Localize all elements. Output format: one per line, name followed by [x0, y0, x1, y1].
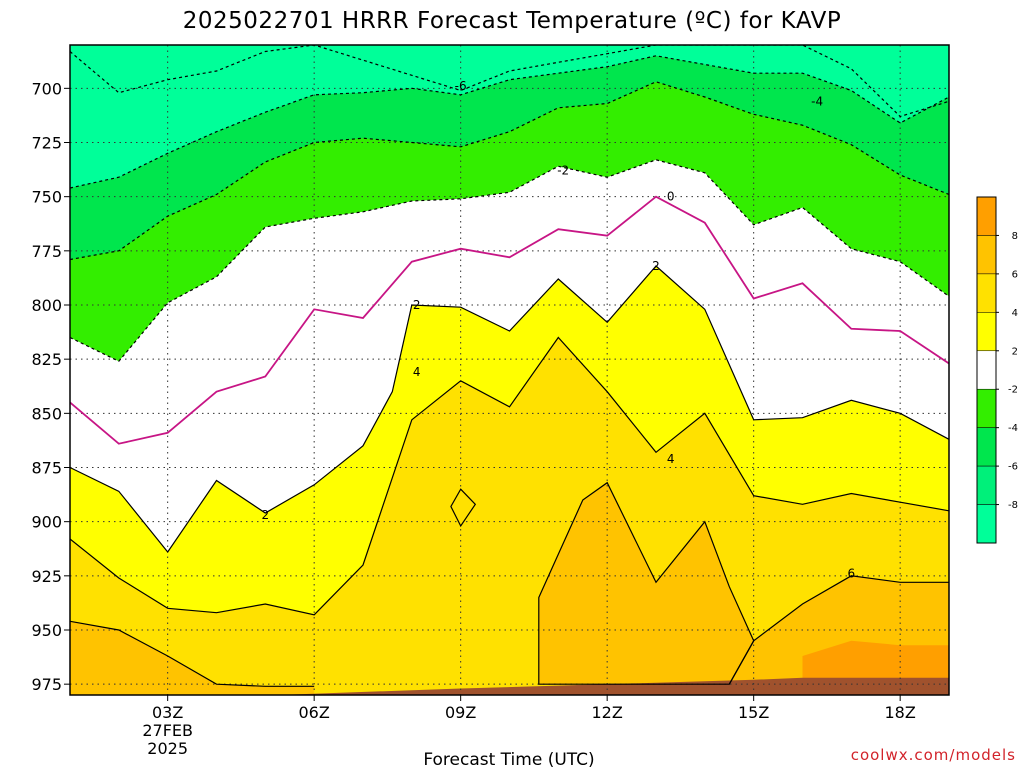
isotherm-line [450, 488, 477, 528]
y-tick-label: 750 [31, 188, 62, 207]
isotherm-line [538, 481, 755, 685]
colorbar-segment [976, 312, 997, 352]
plot-frame [69, 44, 950, 696]
isotherm-label: -6 [455, 79, 467, 93]
colorbar-label: -6 [1008, 462, 1018, 473]
chart-title: 2025022701 HRRR Forecast Temperature (ºC… [183, 8, 841, 34]
colorbar-segment [976, 235, 997, 275]
isotherm-line [70, 620, 315, 687]
colorbar-segment [976, 427, 997, 467]
y-tick-label: 800 [31, 296, 62, 315]
colorbar-frame [976, 196, 997, 544]
x-tick-label: 15Z [738, 703, 769, 722]
colorbar-label: -8 [1008, 500, 1018, 511]
y-tick-label: 825 [31, 350, 62, 369]
x-tick-label: 06Z [299, 703, 330, 722]
colorbar-label: -2 [1008, 385, 1018, 396]
isotherm-line [70, 55, 949, 189]
isotherm-label: -2 [557, 164, 569, 178]
band-6-to-8-left [70, 621, 315, 695]
isotherm-label: 4 [667, 452, 675, 466]
x-tick-label: 12Z [592, 703, 623, 722]
x-axis-label: Forecast Time (UTC) [423, 750, 594, 768]
isotherm-line [70, 81, 949, 261]
y-tick-label: 850 [31, 404, 62, 423]
isotherm-line [70, 336, 949, 616]
isotherm-label: 0 [667, 190, 675, 204]
isotherm-line [70, 195, 949, 445]
x-tick-label: 03Z [152, 703, 183, 722]
colorbar-label: 4 [1012, 308, 1018, 319]
y-tick-label: 775 [31, 242, 62, 261]
colorbar-label: 8 [1012, 231, 1018, 242]
colorbar-segment [976, 388, 997, 428]
y-tick-label: 900 [31, 513, 62, 532]
credit-text: coolwx.com/models [851, 746, 1016, 764]
y-tick-label: 700 [31, 79, 62, 98]
colorbar-label: 6 [1012, 269, 1018, 280]
isotherm-label: 4 [413, 365, 421, 379]
ground-fill [70, 677, 949, 695]
colorbar-segment [976, 504, 997, 544]
isotherm-label: 6 [848, 567, 856, 581]
colorbar-label: -4 [1008, 423, 1018, 434]
colorbar-segment [976, 465, 997, 505]
colorbar-label: 2 [1012, 346, 1018, 357]
y-tick-label: 950 [31, 621, 62, 640]
colorbar-segment [976, 196, 997, 236]
isotherm-label: 2 [413, 298, 421, 312]
isotherm-label: -4 [811, 94, 823, 108]
isotherm-label: 2 [262, 508, 270, 522]
x-tick-label: 18Z [885, 703, 916, 722]
colorbar: 8 6 4 2 -2 -4 -6 -8 [976, 196, 1018, 544]
colorbar-segment [976, 350, 997, 390]
isotherm-label: 2 [652, 259, 660, 273]
isotherm-line [70, 265, 949, 554]
x-tick-sublabel: 2025 [147, 739, 188, 758]
y-tick-label: 725 [31, 134, 62, 153]
x-tick-sublabel: 27FEB [142, 721, 193, 740]
y-tick-label: 925 [31, 567, 62, 586]
y-tick-label: 875 [31, 459, 62, 478]
x-tick-label: 09Z [445, 703, 476, 722]
band-6-to-8-pocket [538, 482, 754, 685]
colorbar-segment [976, 273, 997, 313]
y-tick-label: 975 [31, 675, 62, 694]
plot-area: -6 -4 -2 0 2 2 2 4 4 6 [70, 45, 949, 695]
